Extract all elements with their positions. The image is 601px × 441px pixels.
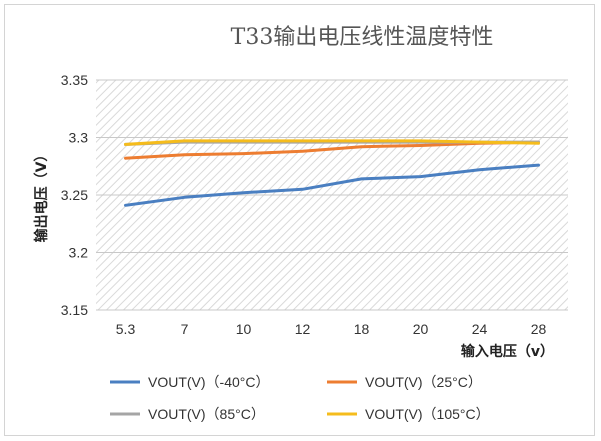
legend: VOUT(V)（-40°C） VOUT(V)（25°C） VOUT(V)（85°C）… xyxy=(110,374,490,422)
x-axis-label: 输入电压（v） xyxy=(461,343,554,360)
legend-label: VOUT(V)（105°C） xyxy=(365,406,490,422)
series-lines xyxy=(124,139,540,207)
y-tick-label: 3.2 xyxy=(69,245,89,261)
gridlines xyxy=(96,79,568,311)
y-axis-label: 输出电压（V） xyxy=(33,148,50,243)
y-tick-label: 3.35 xyxy=(61,72,88,88)
x-tick-label: 20 xyxy=(413,321,429,337)
legend-item: VOUT(V)（25°C） xyxy=(327,374,482,390)
x-tick-label: 5.3 xyxy=(116,321,136,337)
chart-title: T33输出电压线性温度特性 xyxy=(231,25,494,50)
x-tick-label: 10 xyxy=(236,321,252,337)
x-tick-label: 12 xyxy=(295,321,311,337)
y-tick-label: 3.15 xyxy=(61,302,88,318)
x-axis-ticks: 5.3 7 10 12 18 20 24 28 xyxy=(116,321,547,337)
legend-item: VOUT(V)（-40°C） xyxy=(110,374,270,390)
series-line-1 xyxy=(124,140,540,160)
x-tick-label: 18 xyxy=(354,321,370,337)
legend-item: VOUT(V)（105°C） xyxy=(327,406,490,422)
series-line-3 xyxy=(124,139,540,146)
legend-item: VOUT(V)（85°C） xyxy=(110,406,265,422)
legend-label: VOUT(V)（25°C） xyxy=(365,374,482,390)
x-tick-label: 24 xyxy=(472,321,488,337)
x-tick-label: 7 xyxy=(181,321,189,337)
y-tick-label: 3.3 xyxy=(69,130,89,146)
x-tick-label: 28 xyxy=(531,321,547,337)
legend-label: VOUT(V)（85°C） xyxy=(148,406,265,422)
y-axis-ticks: 3.15 3.2 3.25 3.3 3.35 xyxy=(61,72,88,318)
legend-label: VOUT(V)（-40°C） xyxy=(148,374,270,390)
y-tick-label: 3.25 xyxy=(61,187,88,203)
series-line-0 xyxy=(124,163,540,207)
